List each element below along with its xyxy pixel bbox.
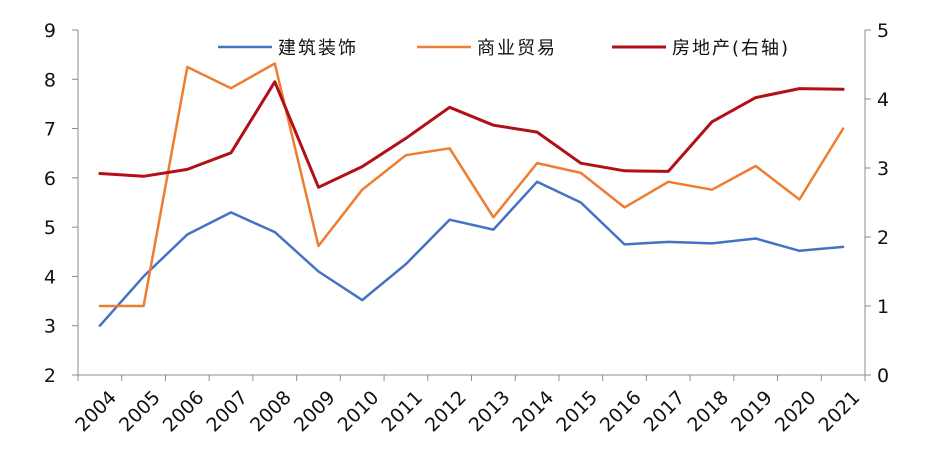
x-tick-label: 2016	[596, 387, 646, 437]
x-tick-label: 2012	[421, 387, 471, 437]
left-tick-label: 7	[44, 119, 56, 141]
x-tick-label: 2020	[771, 387, 821, 437]
x-tick-label: 2006	[159, 387, 209, 437]
series-line-1	[98, 180, 845, 327]
right-tick-label: 2	[877, 227, 889, 249]
left-tick-label: 9	[44, 20, 56, 42]
x-tick-label: 2017	[640, 387, 690, 437]
left-tick-label: 2	[44, 365, 56, 387]
x-tick-label: 2015	[552, 387, 602, 437]
left-tick-label: 8	[44, 69, 56, 91]
series-line-2	[98, 62, 845, 308]
legend-label: 商业贸易	[477, 38, 557, 59]
x-tick-label: 2019	[727, 387, 777, 437]
legend-label: 建筑装饰	[278, 38, 358, 59]
left-tick-label: 4	[44, 266, 56, 288]
axes: 2345678901234520042005200620072008200920…	[44, 20, 889, 436]
x-tick-label: 2007	[202, 387, 252, 437]
x-tick-label: 2011	[377, 387, 427, 437]
x-tick-label: 2008	[246, 387, 296, 437]
legend: 建筑装饰 商业贸易 房地产(右轴)	[218, 38, 790, 59]
left-tick-label: 6	[44, 168, 56, 190]
legend-label: 房地产(右轴)	[672, 38, 790, 59]
right-tick-label: 5	[877, 20, 889, 42]
x-tick-label: 2004	[71, 387, 121, 437]
right-tick-label: 1	[877, 296, 889, 318]
x-tick-label: 2021	[815, 387, 865, 437]
left-tick-label: 5	[44, 217, 56, 239]
right-tick-label: 4	[877, 89, 889, 111]
x-tick-label: 2013	[465, 387, 515, 437]
x-tick-label: 2014	[508, 387, 558, 437]
series-line-3	[98, 80, 845, 189]
series-lines	[98, 62, 845, 327]
x-tick-label: 2009	[290, 387, 340, 437]
x-tick-label: 2018	[683, 387, 733, 437]
right-tick-label: 0	[877, 365, 889, 387]
x-tick-label: 2010	[334, 387, 384, 437]
x-tick-label: 2005	[115, 387, 165, 437]
right-tick-label: 3	[877, 158, 889, 180]
left-tick-label: 3	[44, 316, 56, 338]
